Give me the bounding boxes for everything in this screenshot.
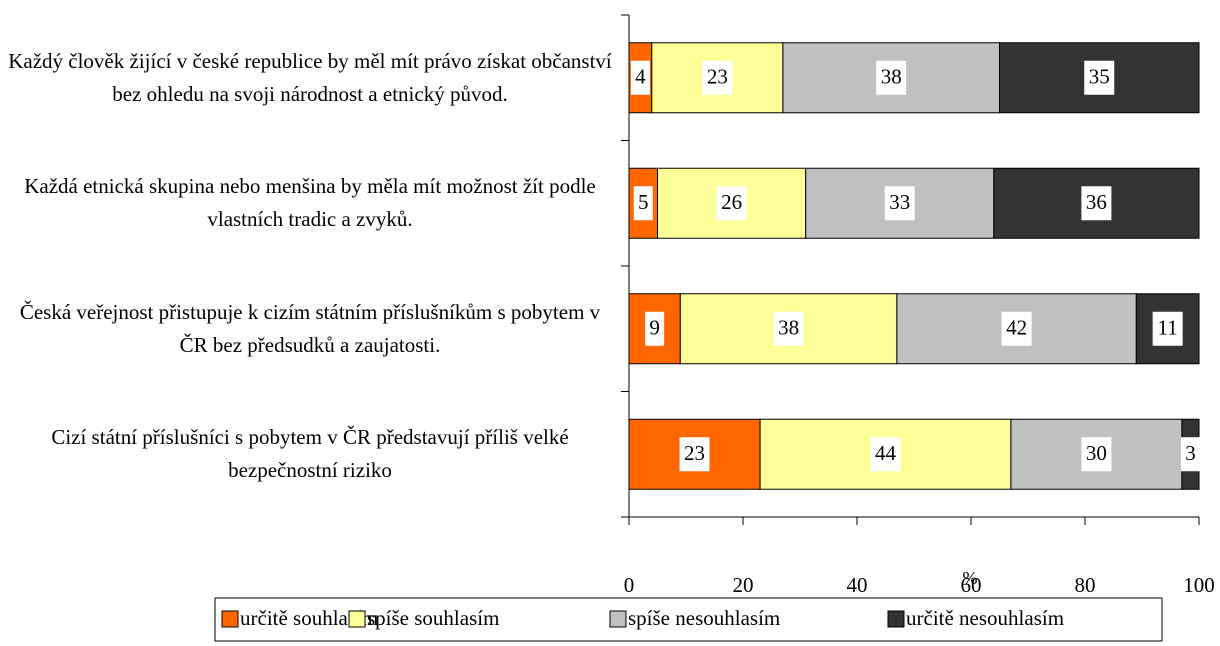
data-label: 38 (881, 65, 902, 89)
data-label-box (716, 186, 747, 221)
data-label: 33 (889, 190, 910, 214)
legend-label: spíše souhlasím (367, 606, 499, 630)
category-label: Každý člověk žijící v české republice by… (8, 48, 612, 106)
data-label-box (1081, 437, 1112, 472)
x-tick-label: 80 (1075, 573, 1096, 597)
x-tick-label: 60 (961, 573, 982, 597)
category-label: Česká veřejnost přistupuje k cizím státn… (19, 299, 601, 357)
data-label-box (630, 60, 650, 95)
data-label: 38 (778, 316, 799, 340)
legend-box (214, 597, 1163, 642)
data-label: 11 (1158, 316, 1178, 340)
category-label: Cizí státní příslušníci s pobytem v ČR p… (51, 425, 569, 483)
data-label: 4 (635, 65, 646, 89)
data-label-box (884, 186, 915, 221)
data-label-box (773, 311, 804, 346)
data-label-box (870, 437, 901, 472)
x-tick-label: 20 (733, 573, 754, 597)
data-label-box (1180, 437, 1200, 472)
data-label-box (876, 60, 907, 95)
data-label-box (1001, 311, 1032, 346)
x-tick-label: 100 (1183, 573, 1215, 597)
category-label: Každá etnická skupina nebo menšina by mě… (24, 174, 596, 232)
data-label: 26 (721, 190, 742, 214)
data-label-box (679, 437, 710, 472)
data-label-box (645, 311, 665, 346)
data-label: 44 (875, 441, 897, 465)
legend-swatch (348, 610, 366, 628)
data-label: 42 (1006, 316, 1027, 340)
legend-swatch (609, 610, 627, 628)
legend-label: určitě nesouhlasím (906, 606, 1064, 630)
data-label-box (1081, 186, 1112, 221)
data-label: 5 (638, 190, 649, 214)
data-label-box (633, 186, 653, 221)
data-label: 9 (649, 316, 660, 340)
data-label-box (1152, 311, 1183, 346)
legend-swatch (221, 610, 239, 628)
legend-swatch (887, 610, 905, 628)
x-tick-label: 40 (847, 573, 868, 597)
data-label: 3 (1185, 441, 1196, 465)
data-label: 30 (1086, 441, 1107, 465)
legend-label: spíše nesouhlasím (628, 606, 780, 630)
data-label: 23 (684, 441, 705, 465)
data-label: 36 (1086, 190, 1107, 214)
x-tick-label: 0 (624, 573, 635, 597)
data-label-box (702, 60, 733, 95)
data-label: 35 (1089, 65, 1110, 89)
data-label-box (1084, 60, 1115, 95)
x-axis-label: % (963, 568, 978, 588)
data-label: 23 (707, 65, 728, 89)
